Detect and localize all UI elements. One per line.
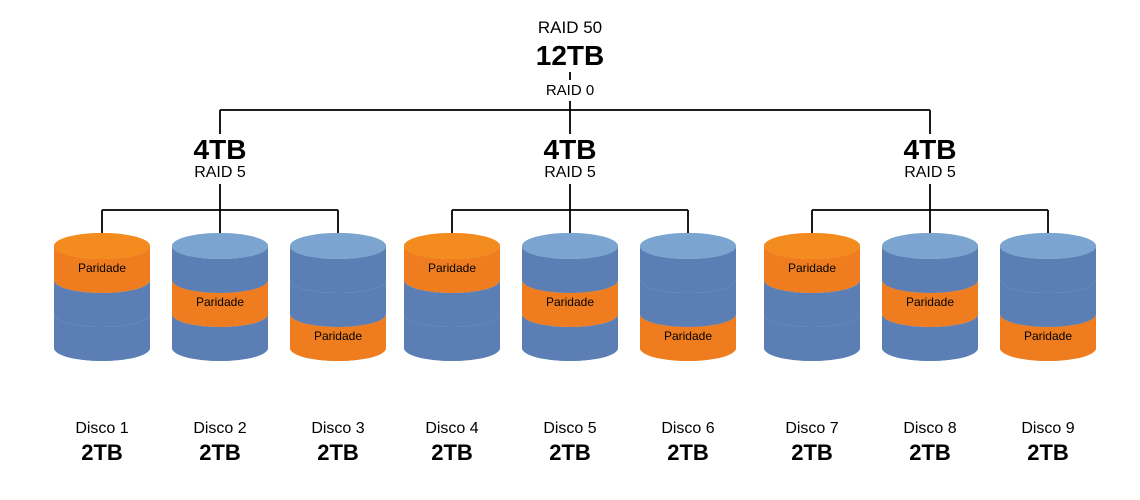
svg-text:Paridade: Paridade xyxy=(1024,329,1072,343)
svg-text:Paridade: Paridade xyxy=(314,329,362,343)
svg-text:Paridade: Paridade xyxy=(546,295,594,309)
raid-diagram: RAID 50 12TB RAID 0 ParidadeParidadePari… xyxy=(0,0,1140,500)
group-raid-label: RAID 5 xyxy=(450,164,690,182)
svg-text:Paridade: Paridade xyxy=(664,329,712,343)
disk-capacity: 2TB xyxy=(928,440,1140,466)
group-capacity: 4TB xyxy=(810,134,1050,166)
group-capacity: 4TB xyxy=(450,134,690,166)
svg-text:Paridade: Paridade xyxy=(906,295,954,309)
disk-name: Disco 9 xyxy=(928,420,1140,438)
group-raid-label: RAID 5 xyxy=(100,164,340,182)
svg-text:Paridade: Paridade xyxy=(78,261,126,275)
svg-text:Paridade: Paridade xyxy=(788,261,836,275)
group-capacity: 4TB xyxy=(100,134,340,166)
svg-text:Paridade: Paridade xyxy=(196,295,244,309)
svg-text:Paridade: Paridade xyxy=(428,261,476,275)
group-raid-label: RAID 5 xyxy=(810,164,1050,182)
